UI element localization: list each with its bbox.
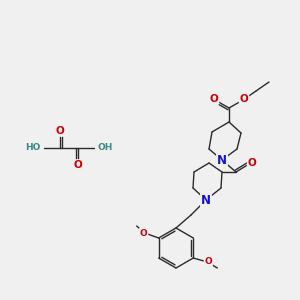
Text: OH: OH	[97, 143, 112, 152]
Text: O: O	[74, 160, 82, 170]
Text: N: N	[201, 194, 211, 206]
Text: O: O	[140, 229, 148, 238]
Text: O: O	[240, 94, 248, 104]
Text: O: O	[204, 257, 212, 266]
Text: HO: HO	[26, 143, 41, 152]
Text: O: O	[248, 158, 256, 168]
Text: O: O	[56, 126, 64, 136]
Text: O: O	[210, 94, 218, 104]
Text: N: N	[217, 154, 227, 166]
